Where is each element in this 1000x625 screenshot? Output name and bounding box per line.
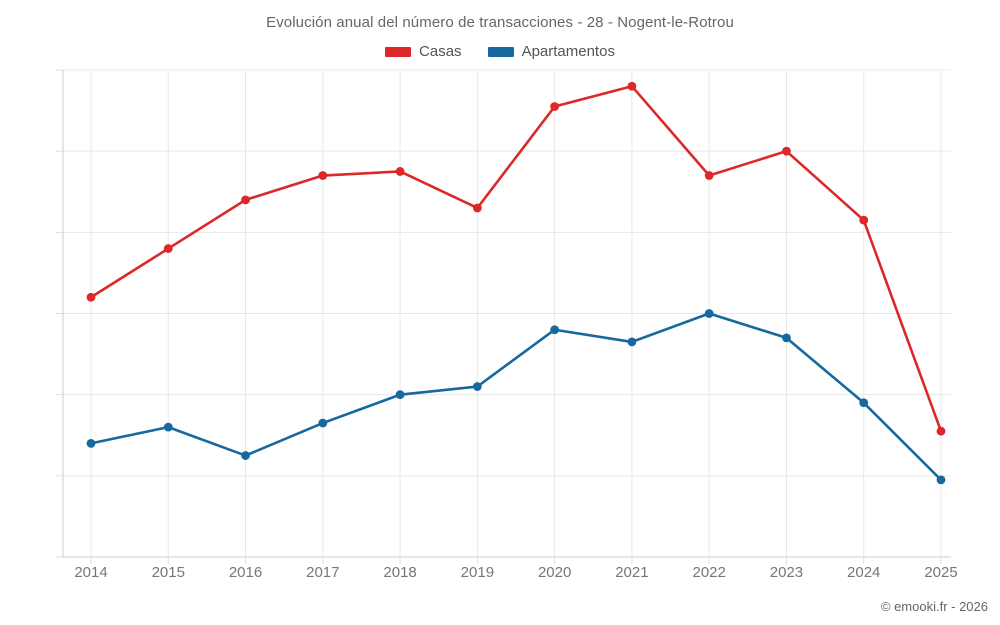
data-point[interactable]	[86, 438, 96, 448]
data-point[interactable]	[859, 215, 869, 225]
grid-lines	[63, 69, 951, 558]
x-axis-label: 2025	[924, 564, 958, 581]
footer-credit: © emooki.fr - 2026	[880, 599, 988, 614]
data-point[interactable]	[241, 195, 250, 205]
data-point[interactable]	[472, 382, 482, 391]
legend-swatch-casas	[385, 46, 412, 57]
legend-label-casas: Casas	[419, 43, 462, 60]
x-axis-label: 2023	[769, 564, 804, 581]
data-point[interactable]	[318, 171, 328, 180]
data-point[interactable]	[241, 451, 250, 460]
data-point[interactable]	[395, 390, 405, 400]
chart-title: Evolución anual del número de transaccio…	[266, 14, 734, 31]
data-point[interactable]	[163, 422, 173, 432]
x-axis-label: 2024	[847, 564, 881, 581]
legend-swatch-apartamentos	[487, 46, 514, 57]
x-axis-label: 2021	[615, 564, 649, 581]
data-point[interactable]	[627, 337, 637, 347]
x-axis-label: 2015	[151, 564, 185, 581]
data-point[interactable]	[859, 398, 869, 408]
data-point[interactable]	[936, 426, 946, 436]
legend-item-casas[interactable]: Casas	[385, 43, 462, 60]
axis-ticks	[56, 69, 942, 564]
chart-legend: Casas Apartamentos	[0, 43, 1000, 60]
data-point[interactable]	[936, 475, 946, 485]
x-axis-label: 2018	[383, 564, 417, 581]
data-point[interactable]	[704, 309, 714, 318]
data-point[interactable]	[472, 203, 482, 213]
data-point[interactable]	[163, 244, 173, 253]
data-point[interactable]	[782, 333, 791, 343]
x-axis-label: 2016	[228, 564, 263, 581]
legend-label-apartamentos: Apartamentos	[521, 43, 615, 60]
series-line-0	[89, 84, 943, 433]
plot-area: 020406080100120 201420152016201720182019…	[56, 69, 958, 581]
data-point[interactable]	[782, 146, 791, 156]
data-point[interactable]	[550, 325, 560, 335]
x-axis-label: 2019	[460, 564, 495, 581]
data-point[interactable]	[550, 102, 560, 111]
legend-item-apartamentos[interactable]: Apartamentos	[487, 43, 615, 60]
x-axis-label: 2017	[306, 564, 340, 581]
data-series	[86, 81, 946, 485]
data-point[interactable]	[627, 81, 637, 91]
data-point[interactable]	[86, 292, 96, 302]
x-axis-label: 2014	[74, 564, 108, 581]
plot-svg	[56, 69, 951, 564]
data-point[interactable]	[704, 171, 714, 180]
x-axis-label: 2022	[692, 564, 726, 581]
x-axis-label: 2020	[537, 564, 572, 581]
series-line-1	[89, 312, 943, 482]
data-point[interactable]	[318, 418, 328, 428]
data-point[interactable]	[395, 167, 405, 176]
